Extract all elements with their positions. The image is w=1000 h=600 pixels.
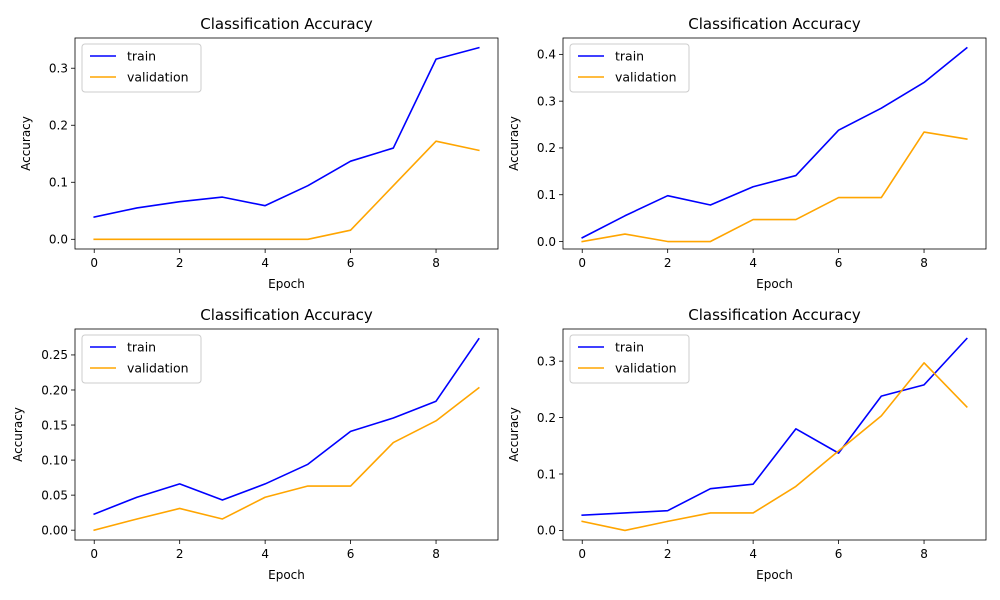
subplot-4: Classification Accuracy 0 2 4 6 8 0.0 0.1 0.2 0.3… (507, 306, 987, 582)
series-line-validation (581, 362, 968, 532)
x-axis-label: Epoch (268, 568, 305, 582)
axes-frame (74, 328, 499, 541)
y-tick-label: 0.0 (537, 235, 556, 249)
y-tick-label: 0.3 (537, 354, 556, 368)
y-axis-label: Accuracy (11, 407, 25, 462)
y-tick-label: 0.1 (537, 467, 556, 481)
y-tick-label: 0.25 (41, 348, 68, 362)
x-tick-label: 4 (749, 256, 757, 270)
x-tick-label: 0 (578, 547, 586, 561)
y-tick-label: 0.2 (537, 141, 556, 155)
y-tick-label: 0.2 (537, 411, 556, 425)
x-axis-label: Epoch (268, 277, 305, 291)
series-line-validation (93, 386, 480, 532)
legend-label-validation: validation (127, 361, 189, 376)
y-axis-label: Accuracy (507, 116, 521, 171)
legend-label-train: train (615, 340, 644, 355)
y-axis-label: Accuracy (507, 407, 521, 462)
x-tick-label: 6 (835, 547, 843, 561)
legend-label-train: train (127, 49, 156, 64)
x-tick-label: 6 (347, 256, 355, 270)
legend-label-validation: validation (615, 361, 677, 376)
y-tick-label: 0.20 (41, 383, 68, 397)
legend: train validation (81, 334, 202, 384)
legend-label-validation: validation (127, 70, 189, 85)
y-tick-label: 0.15 (41, 418, 68, 432)
subplot-1: Classification Accuracy 0 2 4 6 8 0.0 0.1 0.2 0.3… (19, 15, 499, 291)
x-tick-label: 0 (578, 256, 586, 270)
y-tick-label: 0.4 (537, 48, 556, 62)
y-axis-label: Accuracy (19, 116, 33, 171)
series-line-validation (581, 131, 968, 243)
chart-title: Classification Accuracy (688, 306, 861, 324)
series-line-validation (93, 140, 480, 241)
subplot-3: Classification Accuracy 0 2 4 6 8 0.00 0.05 0.10… (11, 306, 499, 582)
legend: train validation (81, 43, 202, 93)
x-tick-label: 6 (347, 547, 355, 561)
axes-frame (562, 37, 987, 250)
axes-frame (74, 37, 499, 250)
series-line-train (581, 46, 968, 239)
legend: train validation (569, 43, 690, 93)
y-tick-label: 0.0 (537, 524, 556, 538)
x-tick-label: 8 (920, 547, 928, 561)
x-tick-label: 2 (176, 256, 184, 270)
x-tick-label: 8 (920, 256, 928, 270)
legend-label-train: train (127, 340, 156, 355)
x-tick-label: 2 (664, 256, 672, 270)
y-tick-label: 0.2 (49, 119, 68, 133)
series-line-train (93, 46, 480, 219)
x-tick-label: 2 (176, 547, 184, 561)
y-tick-label: 0.05 (41, 488, 68, 502)
x-tick-label: 0 (90, 547, 98, 561)
x-tick-label: 0 (90, 256, 98, 270)
series-line-train (93, 337, 480, 516)
x-tick-label: 6 (835, 256, 843, 270)
x-tick-label: 4 (261, 256, 269, 270)
x-tick-label: 2 (664, 547, 672, 561)
x-tick-label: 8 (432, 256, 440, 270)
y-tick-label: 0.00 (41, 523, 68, 537)
y-tick-label: 0.3 (49, 62, 68, 76)
chart-title: Classification Accuracy (688, 15, 861, 33)
chart-title: Classification Accuracy (200, 306, 373, 324)
y-tick-label: 0.10 (41, 453, 68, 467)
y-tick-label: 0.1 (49, 176, 68, 190)
x-tick-label: 4 (261, 547, 269, 561)
legend-label-train: train (615, 49, 644, 64)
y-tick-label: 0.0 (49, 233, 68, 247)
legend-label-validation: validation (615, 70, 677, 85)
subplot-2: Classification Accuracy 0 2 4 6 8 0.0 0.1 0.2 0.3… (507, 15, 987, 291)
x-tick-label: 4 (749, 547, 757, 561)
axes-frame (562, 328, 987, 541)
y-tick-label: 0.1 (537, 188, 556, 202)
x-axis-label: Epoch (756, 277, 793, 291)
chart-title: Classification Accuracy (200, 15, 373, 33)
y-tick-label: 0.3 (537, 94, 556, 108)
legend: train validation (569, 334, 690, 384)
x-axis-label: Epoch (756, 568, 793, 582)
x-tick-label: 8 (432, 547, 440, 561)
